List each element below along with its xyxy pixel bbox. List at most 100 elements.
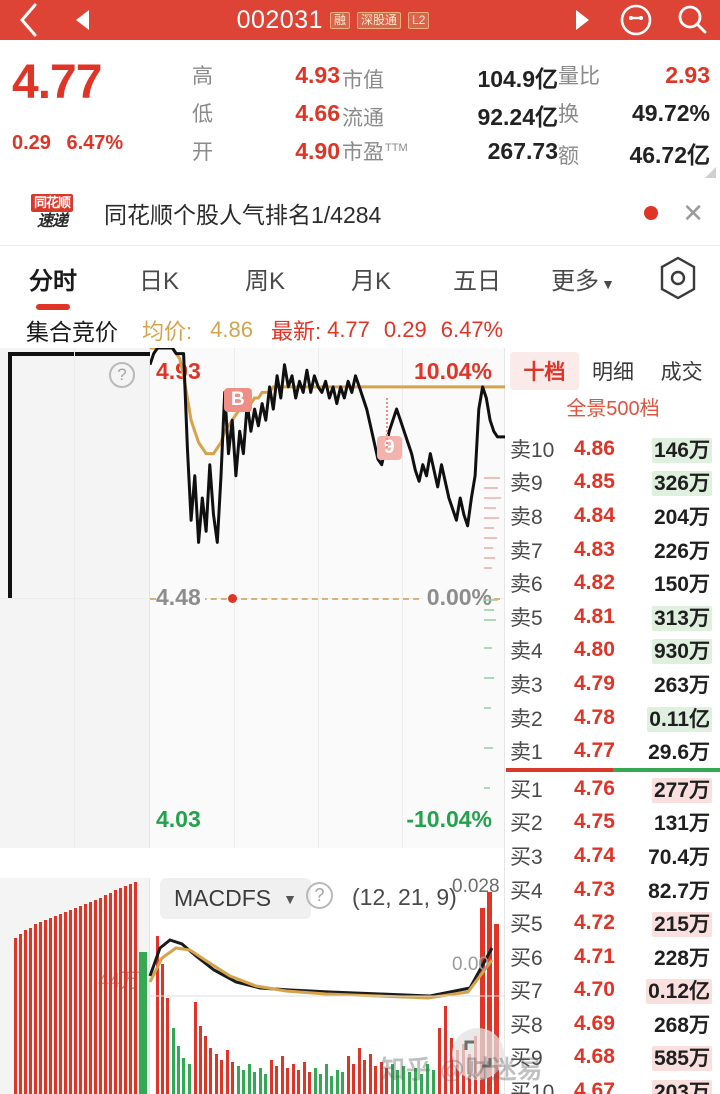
table-row[interactable]: 买7 4.70 0.12亿 <box>506 974 720 1008</box>
tab-detail[interactable]: 明细 <box>592 361 634 384</box>
ths-logo-bottom: 速递 <box>36 213 68 230</box>
search-icon[interactable] <box>664 3 720 37</box>
buy-volume: 131万 <box>653 812 710 836</box>
news-marker[interactable]: 9 <box>377 436 402 460</box>
tab-more[interactable]: 更多 ▼ <box>530 261 636 296</box>
question-circle-icon[interactable]: ? <box>109 362 135 388</box>
stock-code: 002031 <box>236 5 324 34</box>
table-row[interactable]: 买1 4.76 277万 <box>506 772 720 806</box>
sell-volume: 0.11亿 <box>647 706 712 732</box>
auction-price-line <box>8 352 150 598</box>
high-label: 高 <box>192 65 213 88</box>
tab-five-day[interactable]: 五日 <box>424 261 530 296</box>
table-row[interactable]: 卖7 4.83 226万 <box>506 533 720 567</box>
buy-marker[interactable]: B <box>224 388 252 412</box>
badge-margin: 融 <box>330 11 351 29</box>
buy-price: 4.76 <box>574 776 615 800</box>
high-low-open-column: 高 4.93 低 4.66 开 4.90 <box>192 46 342 180</box>
sell-volume: 204万 <box>653 505 710 529</box>
sell-price: 4.80 <box>574 638 615 662</box>
close-icon[interactable]: ✕ <box>682 197 704 228</box>
promo-banner[interactable]: 同花顺 速递 同花顺个股人气排名1/4284 ✕ <box>0 180 720 246</box>
table-row[interactable]: 买4 4.73 82.7万 <box>506 873 720 907</box>
sell-price: 4.81 <box>574 604 615 628</box>
volume-ratio-label: 量比 <box>558 65 600 88</box>
tab-month-k[interactable]: 月K <box>318 261 424 296</box>
buy-volume: 82.7万 <box>648 879 710 903</box>
sell-rows: 卖10 4.86 146万 卖9 4.85 326万 卖8 4.84 204万 卖7 4.83… <box>506 432 720 768</box>
table-row[interactable]: 买9 4.68 585万 <box>506 1041 720 1075</box>
buy-volume: 585万 <box>651 1046 712 1072</box>
table-row[interactable]: 买5 4.72 215万 <box>506 906 720 940</box>
sell-volume: 263万 <box>653 673 710 697</box>
float-cap-value: 92.24亿 <box>477 104 558 130</box>
order-book-subtitle[interactable]: 全景500档 <box>566 398 660 420</box>
smiley-face-icon[interactable] <box>608 3 664 37</box>
question-circle-icon[interactable]: ? <box>306 882 333 909</box>
table-row[interactable]: 买10 4.67 203万 <box>506 1074 720 1094</box>
table-row[interactable]: 买6 4.71 228万 <box>506 940 720 974</box>
pe-row: 市盈TTM 267.73 <box>342 136 558 174</box>
table-row[interactable]: 卖9 4.85 326万 <box>506 466 720 500</box>
buy-level-label: 买2 <box>510 812 543 836</box>
call-auction-pane: ? <box>0 348 150 848</box>
indicator-selector[interactable]: MACDFS ▼ <box>160 878 311 919</box>
table-row[interactable]: 买2 4.75 131万 <box>506 806 720 840</box>
tab-fenshi[interactable]: 分时 <box>0 261 106 296</box>
hexagon-settings-icon[interactable] <box>636 255 720 301</box>
expand-corner-icon[interactable] <box>705 167 716 178</box>
pe-ttm-sup: TTM <box>385 142 408 154</box>
buy-level-label: 买4 <box>510 879 543 903</box>
banner-text: 同花顺个股人气排名1/4284 <box>104 201 382 228</box>
sell-price: 4.82 <box>574 571 615 595</box>
amount-row: 额 46.72亿 <box>558 136 710 174</box>
intraday-chart[interactable]: ? 4.93 10.04% 4.48 0.00% 4.03 -10.04% B … <box>0 348 505 848</box>
table-row[interactable]: 卖10 4.86 146万 <box>506 432 720 466</box>
sell-volume: 226万 <box>653 539 710 563</box>
previous-stock-button[interactable] <box>56 8 110 32</box>
table-row[interactable]: 卖8 4.84 204万 <box>506 499 720 533</box>
tab-trades[interactable]: 成交 <box>660 361 703 384</box>
buy-price: 4.72 <box>574 911 615 935</box>
table-row[interactable]: 卖4 4.80 930万 <box>506 634 720 668</box>
tab-fenshi-label: 分时 <box>29 267 77 295</box>
indicator-name: MACDFS <box>174 885 272 911</box>
y-axis-mid-label: 4.48 <box>156 584 205 611</box>
fullscreen-icon[interactable] <box>452 1028 504 1080</box>
last-price: 4.77 <box>12 56 102 109</box>
amount-label: 额 <box>558 145 579 168</box>
amount-value: 46.72亿 <box>629 142 710 168</box>
table-row[interactable]: 卖5 4.81 313万 <box>506 600 720 634</box>
table-row[interactable]: 卖6 4.82 150万 <box>506 566 720 600</box>
tab-day-k[interactable]: 日K <box>106 261 212 296</box>
table-row[interactable]: 卖1 4.77 29.6万 <box>506 734 720 768</box>
buy-volume: 277万 <box>651 777 712 803</box>
table-row[interactable]: 卖3 4.79 263万 <box>506 667 720 701</box>
pe-value: 267.73 <box>487 138 558 164</box>
next-stock-button[interactable] <box>556 8 608 32</box>
ths-logo-top: 同花顺 <box>30 194 73 212</box>
order-book-panel[interactable]: 十档 明细 成交 全景500档 卖10 4.86 146万 卖9 4.85 326万 卖… <box>506 348 720 1094</box>
high-value: 4.93 <box>295 62 340 88</box>
chart-tab-bar: 分时 日K 周K 月K 五日 更多 ▼ <box>0 246 720 310</box>
sell-level-label: 卖2 <box>510 707 543 731</box>
latest-change-value: 0.29 <box>383 317 427 342</box>
valuation-column: 市值 104.9亿 流通 92.24亿 市盈TTM 267.73 <box>342 46 558 180</box>
buy-level-label: 买6 <box>510 946 543 970</box>
sell-level-label: 卖4 <box>510 640 543 664</box>
tab-week-k[interactable]: 周K <box>212 261 318 296</box>
live-dot-icon <box>644 205 659 220</box>
sell-level-label: 卖1 <box>510 741 543 765</box>
table-row[interactable]: 买3 4.74 70.4万 <box>506 839 720 873</box>
buy-level-label: 买9 <box>510 1047 543 1071</box>
back-button[interactable] <box>0 3 56 37</box>
table-row[interactable]: 卖2 4.78 0.11亿 <box>506 701 720 735</box>
sell-volume: 150万 <box>653 573 710 597</box>
indicator-zero-value: 0.00 <box>452 954 489 975</box>
table-row[interactable]: 买8 4.69 268万 <box>506 1007 720 1041</box>
volume-macd-panel[interactable]: 44万 <box>0 848 505 1094</box>
sell-price: 4.78 <box>574 705 615 729</box>
y-axis-high-pct: 10.04% <box>413 358 492 384</box>
open-row: 开 4.90 <box>192 136 342 174</box>
tab-ten-levels[interactable]: 十档 <box>510 352 579 390</box>
